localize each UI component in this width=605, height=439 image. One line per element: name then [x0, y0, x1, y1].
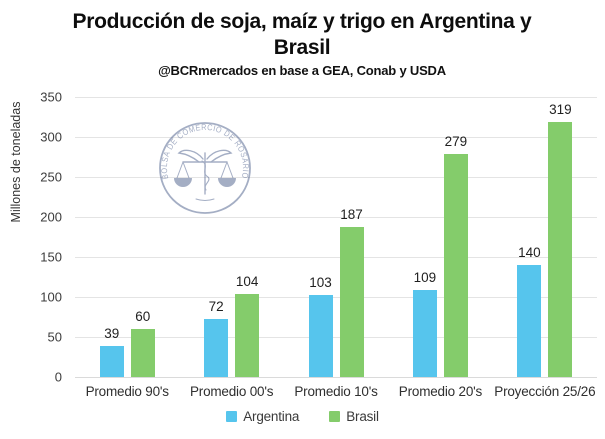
- y-tick-150: 150: [40, 249, 62, 265]
- bar-brasil: 279: [443, 134, 468, 377]
- bar-brasil: 60: [130, 309, 155, 377]
- bar-argentina: 109: [412, 270, 437, 377]
- bar-value-label: 39: [104, 325, 120, 341]
- gridline-0: [75, 377, 597, 378]
- bcr-seal-watermark-icon: BOLSA DE COMERCIO DE ROSARIO: [159, 122, 251, 214]
- bar-argentina: 39: [99, 326, 124, 377]
- chart-title: Producción de soja, maíz y trigo en Arge…: [72, 10, 532, 60]
- bar-group: 103 187: [284, 97, 388, 377]
- caduceus-scales-emblem: [174, 149, 236, 201]
- gridline-350: [75, 97, 597, 98]
- gridline-300: [75, 137, 597, 138]
- legend-label: Brasil: [346, 409, 379, 424]
- legend-swatch-brasil: [329, 411, 341, 422]
- bar-value-label: 72: [208, 299, 224, 315]
- gridline-150: [75, 257, 597, 258]
- bar-group: 140 319: [493, 97, 597, 377]
- chart-subtitle: @BCRmercados en base a GEA, Conab y USDA: [158, 63, 446, 78]
- bar-brasil: 319: [548, 102, 573, 377]
- bar-argentina: 72: [204, 299, 229, 377]
- gridline-100: [75, 297, 597, 298]
- bar-value-label: 140: [518, 245, 541, 260]
- y-tick-100: 100: [40, 289, 62, 305]
- bar-group: 39 60: [75, 97, 179, 377]
- plot-area: 39 60 72 104 103 187 109 279 140 319: [75, 97, 597, 378]
- bar-value-label: 319: [549, 101, 572, 117]
- legend: Argentina Brasil: [0, 409, 605, 424]
- y-tick-50: 50: [47, 329, 62, 345]
- bar-group: 109 279: [388, 97, 492, 377]
- legend-item-argentina: Argentina: [226, 409, 299, 424]
- seal-outer-circle: [159, 122, 251, 214]
- bar-value-label: 279: [444, 133, 468, 149]
- gridline-200: [75, 217, 597, 218]
- x-axis-label: Promedio 10's: [294, 384, 378, 399]
- bar-value-label: 187: [340, 207, 363, 223]
- legend-swatch-argentina: [226, 411, 238, 422]
- x-axis-labels: Promedio 90's Promedio 00's Promedio 10's P…: [75, 384, 597, 399]
- gridline-250: [75, 177, 597, 178]
- bar-value-label: 103: [309, 274, 332, 290]
- bar-brasil: 187: [339, 207, 364, 377]
- bar-value-label: 104: [235, 273, 259, 289]
- y-tick-350: 350: [40, 89, 62, 105]
- bar-value-label: 60: [135, 309, 151, 324]
- x-axis-label: Promedio 20's: [398, 384, 483, 399]
- legend-label: Argentina: [243, 409, 300, 424]
- y-tick-250: 250: [40, 169, 62, 185]
- x-axis-label: Promedio 90's: [85, 384, 169, 399]
- x-axis-label: Proyección 25/26: [494, 384, 596, 399]
- bar-brasil: 104: [235, 274, 260, 377]
- gridline-50: [75, 337, 597, 338]
- legend-item-brasil: Brasil: [329, 409, 379, 424]
- x-axis-label: Promedio 00's: [189, 384, 274, 399]
- y-tick-0: 0: [54, 369, 62, 385]
- bar-argentina: 140: [517, 245, 542, 377]
- bar-group: 72 104: [179, 97, 283, 377]
- bar-argentina: 103: [308, 275, 333, 377]
- y-tick-300: 300: [40, 129, 62, 145]
- bar-value-label: 109: [413, 269, 437, 285]
- bar-groups-layer: 39 60 72 104 103 187 109 279 140 319: [75, 97, 597, 377]
- y-axis-ticks: 0 50 100 150 200 250 300 350: [18, 90, 62, 385]
- y-tick-200: 200: [40, 209, 62, 225]
